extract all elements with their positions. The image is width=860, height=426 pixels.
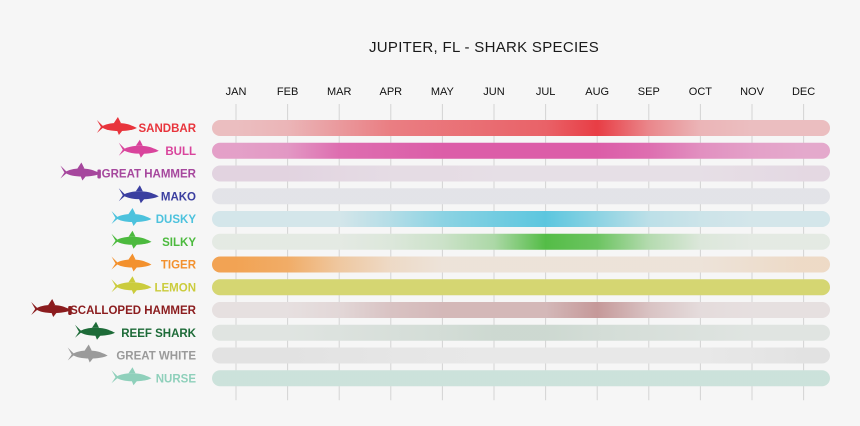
bar-sandbar: [212, 120, 830, 136]
label-great-hammer: GREAT HAMMER: [102, 169, 197, 181]
month-label-may: MAY: [431, 86, 455, 98]
month-label-jun: JUN: [483, 86, 504, 98]
label-tiger: TIGER: [161, 260, 197, 272]
shark-icon-sandbar: [96, 117, 137, 135]
shark-icon-tiger: [111, 253, 152, 272]
bar-dusky: [212, 211, 830, 227]
bar-tiger: [212, 256, 830, 273]
shark-icon-silky: [111, 230, 152, 249]
month-label-jan: JAN: [226, 86, 247, 98]
bar-bull: [212, 142, 830, 159]
bar-reef-shark: [212, 324, 830, 341]
month-axis: JAN FEB MAR APR MAY JUN JUL AUG SEP OCT NOV DEC: [226, 86, 816, 98]
bar-lemon: [212, 279, 830, 296]
species-bars: [212, 120, 830, 387]
shark-icons: [31, 117, 159, 386]
shark-icon-nurse: [111, 367, 152, 386]
month-label-feb: FEB: [277, 86, 298, 98]
month-label-aug: AUG: [585, 86, 609, 98]
month-label-jul: JUL: [536, 86, 556, 98]
species-labels: SANDBAR BULL GREAT HAMMER MAKO DUSKY SILKY TIG…: [70, 123, 197, 385]
shark-icon-great-hammer: [60, 162, 101, 181]
month-label-nov: NOV: [740, 86, 765, 98]
label-mako: MAKO: [161, 191, 196, 203]
month-label-oct: OCT: [689, 86, 713, 98]
bar-mako: [212, 188, 830, 205]
shark-icon-lemon: [111, 276, 152, 295]
shark-icon-mako: [118, 185, 159, 204]
bar-great-white: [212, 347, 830, 364]
bar-silky: [212, 233, 830, 250]
shark-icon-dusky: [111, 208, 152, 226]
label-dusky: DUSKY: [156, 214, 197, 226]
label-lemon: LEMON: [154, 282, 196, 294]
shark-icon-bull: [118, 139, 159, 158]
label-nurse: NURSE: [156, 373, 197, 385]
shark-icon-scalloped-hammer: [31, 299, 72, 317]
label-silky: SILKY: [162, 237, 196, 249]
bar-nurse: [212, 370, 830, 387]
month-label-dec: DEC: [792, 86, 815, 98]
month-label-mar: MAR: [327, 86, 352, 98]
shark-icon-reef-shark: [75, 321, 115, 340]
label-great-white: GREAT WHITE: [116, 351, 196, 363]
bar-great-hammer: [212, 165, 830, 182]
shark-icon-great-white: [67, 344, 108, 363]
label-bull: BULL: [165, 146, 196, 158]
chart-title: JUPITER, FL - SHARK SPECIES: [369, 39, 599, 56]
label-scalloped-hammer: SCALLOPED HAMMER: [70, 305, 197, 317]
month-label-apr: APR: [379, 86, 402, 98]
bar-scalloped-hammer: [212, 302, 830, 318]
month-label-sep: SEP: [638, 86, 660, 98]
label-reef-shark: REEF SHARK: [121, 328, 196, 340]
label-sandbar: SANDBAR: [139, 123, 197, 135]
